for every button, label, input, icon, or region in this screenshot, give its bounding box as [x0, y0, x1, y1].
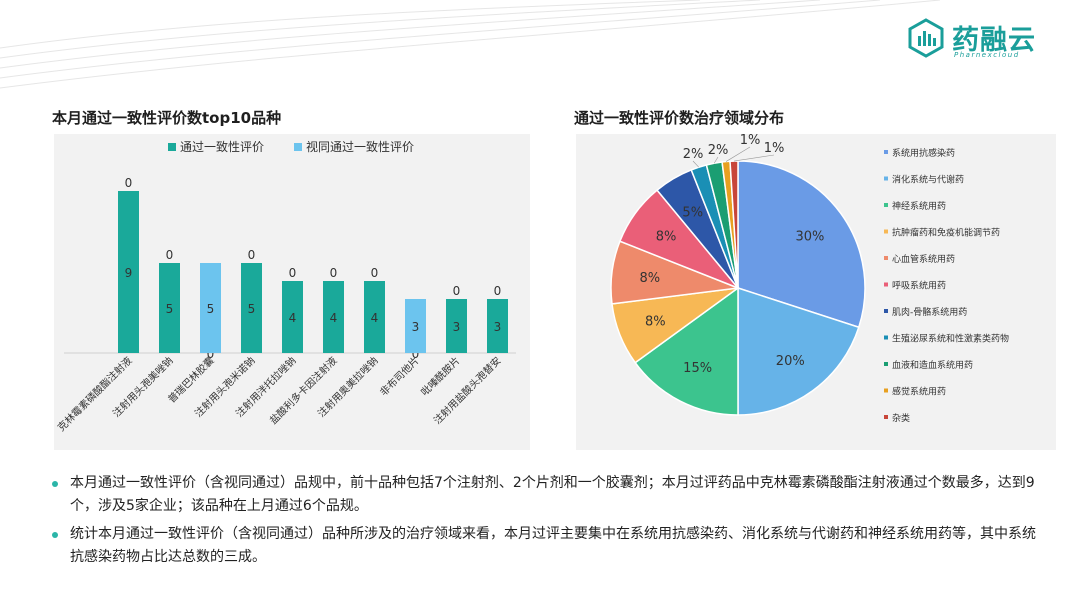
data-label: 5 — [207, 302, 215, 316]
bar — [487, 299, 508, 353]
bar — [159, 263, 180, 353]
legend-label: 心血管系统用药 — [892, 253, 955, 265]
bullet-item: 本月通过一致性评价（含视同通过）品规中，前十品种包括7个注射剂、2个片剂和一个胶… — [52, 472, 1042, 518]
slice-label: 8% — [656, 230, 677, 245]
data-label: 3 — [494, 320, 502, 334]
bar — [200, 263, 221, 353]
legend-swatch — [884, 229, 888, 234]
brand-name: 药融云 — [952, 25, 1036, 56]
leader-line — [713, 156, 719, 164]
data-label: 0 — [166, 248, 174, 262]
data-label: 3 — [412, 320, 420, 334]
pie-chart: 30% 20% 15% 8% 8% 8% 5% 2% 2% 1%1% 系统用抗感染药消化系统与代谢药… — [610, 134, 1009, 424]
bullet-text: 本月通过一致性评价（含视同通过）品规中，前十品种包括7个注射剂、2个片剂和一个胶… — [70, 475, 1035, 514]
bar-chart: 通过一致性评价 视同通过一致性评价90克林霉素磷酸酯注射液50注射用头孢美唑钠05… — [55, 139, 516, 434]
category-label: 盐酸利多卡因注射液 — [267, 354, 340, 427]
legend-label: 杂类 — [892, 412, 910, 424]
slice-label: 2% — [683, 147, 704, 162]
data-label: 5 — [248, 302, 256, 316]
slice-label: 20% — [776, 354, 805, 369]
bar — [241, 263, 262, 353]
slice-label: 30% — [795, 230, 824, 245]
slice-label: 15% — [683, 361, 712, 376]
hexagon-logo-icon — [908, 18, 944, 58]
bar — [405, 299, 426, 353]
data-label: 0 — [125, 176, 133, 190]
data-label: 4 — [289, 311, 297, 325]
legend-label: 系统用抗感染药 — [892, 147, 955, 159]
legend-swatch — [884, 256, 888, 260]
bullet-dot-icon — [52, 532, 58, 538]
data-label: 4 — [371, 311, 379, 325]
data-label: 0 — [248, 248, 256, 262]
legend-label: 视同通过一致性评价 — [306, 139, 414, 154]
bar — [282, 281, 303, 353]
data-label: 0 — [371, 266, 379, 280]
bullet-dot-icon — [52, 481, 58, 487]
legend-swatch — [884, 309, 888, 313]
data-label: 5 — [166, 302, 174, 316]
data-label: 0 — [453, 284, 461, 298]
slice-label: 8% — [639, 271, 660, 286]
data-label: 9 — [125, 266, 133, 280]
data-label: 3 — [453, 320, 461, 334]
pie-slice — [737, 160, 866, 329]
legend-swatch — [294, 143, 302, 151]
category-label: 非布司他片 — [377, 354, 422, 399]
bar — [118, 191, 139, 353]
legend-label: 抗肿瘤药和免疫机能调节药 — [892, 227, 1000, 239]
data-label: 0 — [207, 347, 215, 361]
pie-slice — [737, 286, 860, 416]
brand-logo: 药融云 Pharnexcloud — [906, 18, 1046, 66]
data-label: 0 — [412, 347, 420, 361]
slice-label: 2% — [708, 143, 729, 158]
data-label: 0 — [330, 266, 338, 280]
slice-label: 1% — [740, 134, 761, 148]
bar — [364, 281, 385, 353]
bar — [323, 281, 344, 353]
leader-line — [733, 154, 775, 162]
brand-subtitle: Pharnexcloud — [954, 51, 1020, 59]
legend-label: 呼吸系统用药 — [892, 280, 946, 292]
data-label: 0 — [494, 284, 502, 298]
summary-bullets: 本月通过一致性评价（含视同通过）品规中，前十品种包括7个注射剂、2个片剂和一个胶… — [52, 472, 1042, 574]
legend-label: 血液和造血系统用药 — [892, 359, 973, 371]
legend-swatch — [884, 362, 888, 366]
legend-swatch — [884, 203, 888, 207]
category-label: 吡嗪酰胺片 — [418, 354, 463, 399]
slice-label: 5% — [682, 205, 703, 220]
legend-swatch — [884, 176, 888, 181]
legend-label: 感觉系统用药 — [892, 386, 946, 398]
legend-label: 消化系统与代谢药 — [892, 174, 964, 186]
legend-swatch — [884, 335, 888, 340]
legend-label: 肌肉-骨骼系统用药 — [892, 306, 967, 318]
leader-line — [692, 160, 699, 168]
header-decoration — [0, 0, 941, 89]
legend-label: 通过一致性评价 — [180, 140, 264, 154]
legend-label: 生殖泌尿系统和性激素类药物 — [892, 333, 1009, 345]
data-label: 4 — [330, 311, 338, 325]
bullet-item: 统计本月通过一致性评价（含视同通过）品种所涉及的治疗领域来看，本月过评主要集中在… — [52, 523, 1042, 569]
legend-swatch — [884, 282, 888, 287]
bar — [446, 299, 467, 353]
legend-swatch — [884, 150, 888, 154]
category-label: 克林霉素磷酸酯注射液 — [55, 354, 135, 434]
category-label: 注射用盐酸头孢替安 — [431, 354, 504, 427]
legend-swatch — [884, 415, 888, 419]
pie-slice — [634, 286, 739, 416]
bar-chart-title: 本月通过一致性评价数top10品种 — [52, 109, 282, 127]
slice-label: 8% — [645, 315, 666, 330]
pie-chart-title: 通过一致性评价数治疗领域分布 — [574, 109, 785, 127]
legend-swatch — [168, 143, 176, 151]
leader-line — [725, 146, 751, 162]
data-label: 0 — [289, 266, 297, 280]
legend-label: 神经系统用药 — [892, 200, 946, 212]
bullet-text: 统计本月通过一致性评价（含视同通过）品种所涉及的治疗领域来看，本月过评主要集中在… — [70, 526, 1036, 565]
legend-swatch — [884, 388, 888, 393]
slice-label: 1% — [764, 141, 785, 156]
